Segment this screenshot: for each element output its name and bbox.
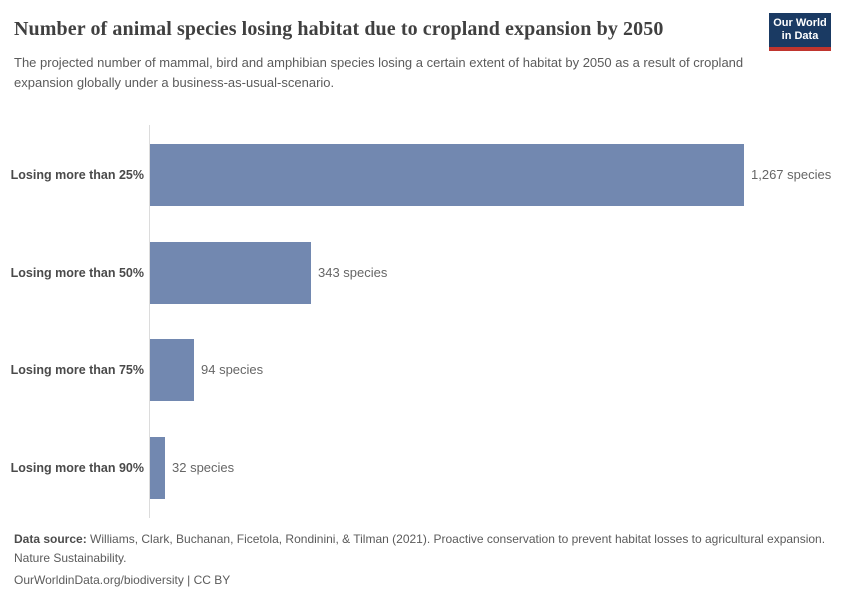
- data-source-label: Data source:: [14, 532, 87, 546]
- chart-footer: Data source: Williams, Clark, Buchanan, …: [14, 530, 836, 590]
- category-label: Losing more than 90%: [10, 460, 144, 475]
- bar[interactable]: [150, 338, 194, 401]
- value-label: 32 species: [172, 460, 235, 475]
- license-line: OurWorldinData.org/biodiversity | CC BY: [14, 573, 231, 587]
- category-label: Losing more than 50%: [10, 265, 144, 280]
- bar-row: Losing more than 50% 343 species: [0, 241, 850, 304]
- bar[interactable]: [150, 143, 744, 206]
- owid-logo-line2: in Data: [781, 30, 819, 42]
- owid-logo-line1: Our World: [773, 17, 827, 29]
- chart-header: Number of animal species losing habitat …: [0, 0, 850, 92]
- category-label: Losing more than 25%: [10, 167, 144, 182]
- data-source-text: Williams, Clark, Buchanan, Ficetola, Ron…: [14, 532, 826, 565]
- chart-title: Number of animal species losing habitat …: [14, 18, 664, 40]
- data-source-line: Data source: Williams, Clark, Buchanan, …: [14, 530, 836, 567]
- category-label: Losing more than 75%: [10, 362, 144, 377]
- owid-logo[interactable]: Our World in Data: [769, 13, 831, 51]
- bar-chart: Losing more than 25% 1,267 species Losing …: [0, 125, 850, 518]
- bar-row: Losing more than 75% 94 species: [0, 338, 850, 401]
- value-label: 1,267 species: [751, 167, 832, 182]
- bar-row: Losing more than 90% 32 species: [0, 436, 850, 499]
- bar[interactable]: [150, 436, 165, 499]
- chart-subtitle: The projected number of mammal, bird and…: [14, 55, 744, 90]
- y-axis-line: [149, 125, 150, 518]
- value-label: 94 species: [201, 362, 264, 377]
- value-label: 343 species: [318, 265, 388, 280]
- bar-row: Losing more than 25% 1,267 species: [0, 143, 850, 206]
- bar[interactable]: [150, 241, 311, 304]
